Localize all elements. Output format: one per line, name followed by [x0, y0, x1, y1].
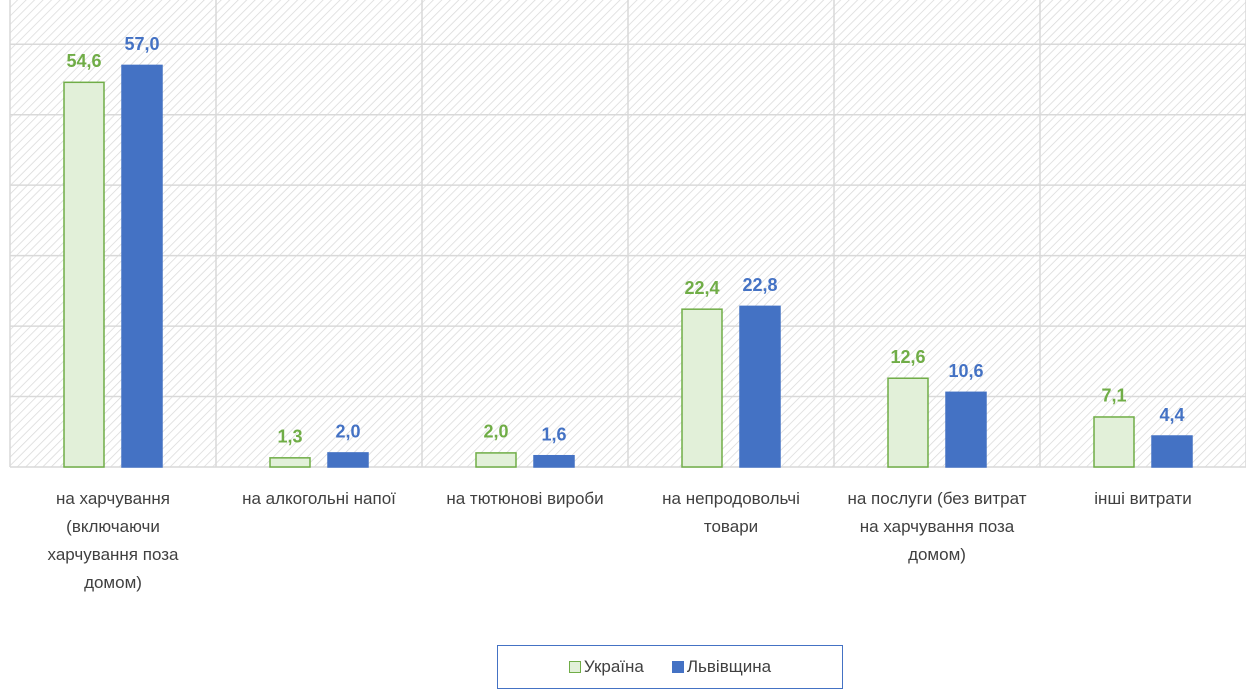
bar: [1093, 416, 1135, 468]
legend-label: Україна: [583, 657, 644, 676]
bar: [327, 452, 369, 468]
bar: [945, 391, 987, 468]
data-label: 57,0: [124, 34, 159, 54]
x-tick-label: на тютюнові вироби: [446, 489, 604, 508]
x-tick-label: на алкогольні напої: [242, 489, 396, 508]
data-label: 2,0: [483, 422, 508, 442]
legend-item: Львівщина: [671, 657, 772, 677]
data-label: 22,4: [684, 278, 719, 298]
legend-swatch: [671, 661, 684, 673]
data-label: 1,3: [277, 427, 302, 447]
bar: [739, 305, 781, 468]
data-label: 2,0: [335, 422, 360, 442]
bar: [887, 377, 929, 468]
bar: [63, 81, 105, 468]
legend-swatch: [568, 661, 581, 673]
x-tick-label: на харчування (включаючи харчування поза…: [47, 489, 179, 592]
bar: [533, 454, 575, 468]
data-label: 12,6: [890, 347, 925, 367]
x-tick-label: на непродовольчі товари: [662, 489, 800, 536]
x-tick-label: інші витрати: [1094, 489, 1192, 508]
bar: [681, 308, 723, 468]
data-label: 54,6: [66, 51, 101, 71]
x-tick-label: на послуги (без витрат на харчування поз…: [847, 489, 1027, 564]
bar: [121, 64, 163, 468]
bar: [269, 457, 311, 468]
legend-item: Україна: [568, 657, 644, 677]
bar: [1151, 435, 1193, 468]
data-label: 7,1: [1101, 386, 1126, 406]
legend: Україна Львівщина: [497, 645, 843, 689]
data-label: 4,4: [1159, 405, 1184, 425]
data-label: 10,6: [948, 361, 983, 381]
data-label: 1,6: [541, 424, 566, 444]
data-label: 22,8: [742, 275, 777, 295]
bar: [475, 452, 517, 468]
legend-label: Львівщина: [686, 657, 772, 676]
